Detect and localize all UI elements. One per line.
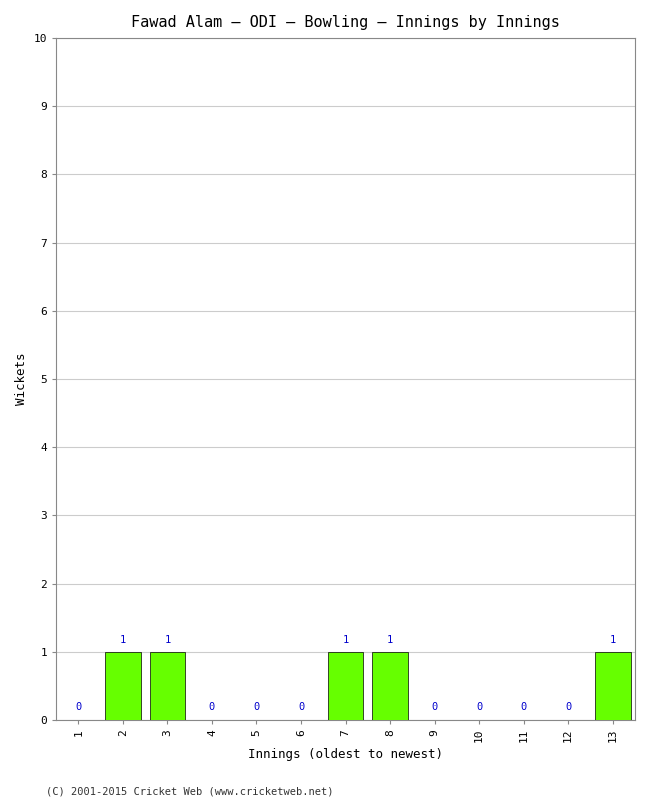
Text: 1: 1 [343,635,348,645]
Text: 0: 0 [521,702,526,712]
Text: 0: 0 [75,702,81,712]
Text: 0: 0 [565,702,571,712]
Bar [372,652,408,720]
Bar [328,652,363,720]
X-axis label: Innings (oldest to newest): Innings (oldest to newest) [248,748,443,761]
Text: (C) 2001-2015 Cricket Web (www.cricketweb.net): (C) 2001-2015 Cricket Web (www.cricketwe… [46,786,333,796]
Text: 0: 0 [432,702,437,712]
Text: 0: 0 [298,702,304,712]
Bar [595,652,630,720]
Text: 1: 1 [120,635,126,645]
Text: 0: 0 [476,702,482,712]
Text: 1: 1 [164,635,170,645]
Text: 0: 0 [209,702,215,712]
Text: 1: 1 [387,635,393,645]
Text: 0: 0 [254,702,259,712]
Y-axis label: Wickets: Wickets [15,353,28,406]
Text: 1: 1 [610,635,616,645]
Title: Fawad Alam – ODI – Bowling – Innings by Innings: Fawad Alam – ODI – Bowling – Innings by … [131,15,560,30]
Bar [150,652,185,720]
Bar [105,652,140,720]
